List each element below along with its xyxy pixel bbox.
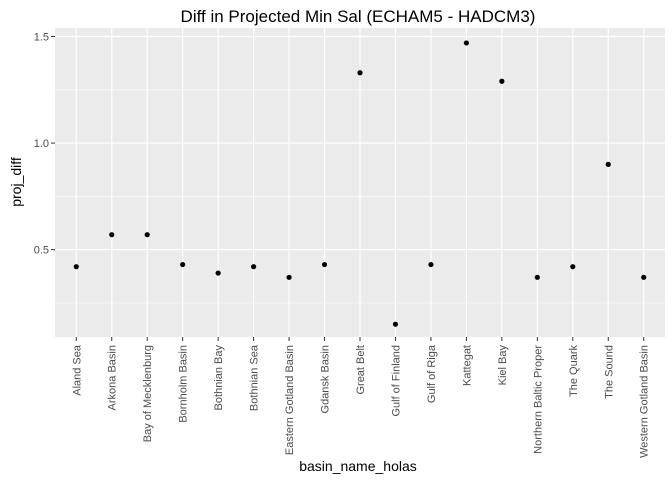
- data-point: [428, 261, 434, 268]
- x-axis-label: basin_name_holas: [299, 458, 417, 474]
- chart-title: Diff in Projected Min Sal (ECHAM5 - HADC…: [181, 7, 536, 26]
- data-point: [251, 264, 257, 270]
- y-tick-label: 1.0: [34, 138, 49, 150]
- x-tick-label: Great Belt: [355, 345, 367, 395]
- x-axis-ticks: Aland Sea Arkona Basin Bay of Mecklenburg B…: [71, 337, 651, 458]
- x-tick-label: Kiel Bay: [497, 345, 509, 386]
- x-tick-label: The Sound: [603, 345, 615, 399]
- data-point: [605, 161, 611, 167]
- data-point: [109, 232, 115, 238]
- x-tick-label: Western Gotland Basin: [639, 345, 651, 458]
- x-tick-label: Aland Sea: [71, 344, 83, 396]
- data-point: [357, 70, 363, 76]
- y-axis-ticks: 0.5 1.0 1.5: [34, 32, 55, 257]
- data-point: [534, 274, 540, 280]
- data-point: [570, 264, 576, 270]
- x-tick-label: Kattegat: [461, 345, 473, 386]
- data-point: [73, 264, 79, 270]
- x-tick-label: Gulf of Riga: [426, 344, 438, 403]
- x-tick-label: The Quark: [568, 345, 580, 397]
- data-point: [144, 232, 150, 238]
- y-tick-label: 0.5: [34, 245, 49, 257]
- x-tick-label: Bothnian Bay: [213, 345, 225, 411]
- x-tick-label: Gulf of Finland: [390, 345, 402, 417]
- data-point: [463, 40, 469, 46]
- data-point: [215, 270, 221, 276]
- data-points: [73, 40, 647, 327]
- x-tick-label: Bornholm Basin: [178, 345, 190, 423]
- x-tick-label: Arkona Basin: [107, 345, 119, 410]
- x-tick-label: Gdansk Basin: [320, 345, 332, 413]
- data-point: [499, 78, 505, 84]
- major-gridlines: [55, 28, 665, 337]
- y-tick-label: 1.5: [34, 32, 49, 44]
- x-tick-label: Bay of Mecklenburg: [142, 345, 154, 442]
- x-tick-label: Northern Baltic Proper: [532, 345, 544, 454]
- data-point: [180, 261, 186, 268]
- data-point: [641, 274, 647, 280]
- data-point: [321, 261, 328, 268]
- x-tick-label: Bothnian Sea: [249, 344, 261, 411]
- data-point: [392, 321, 399, 327]
- y-axis-label: proj_diff: [8, 157, 24, 207]
- data-point: [286, 274, 292, 280]
- x-tick-label: Eastern Gotland Basin: [284, 345, 296, 455]
